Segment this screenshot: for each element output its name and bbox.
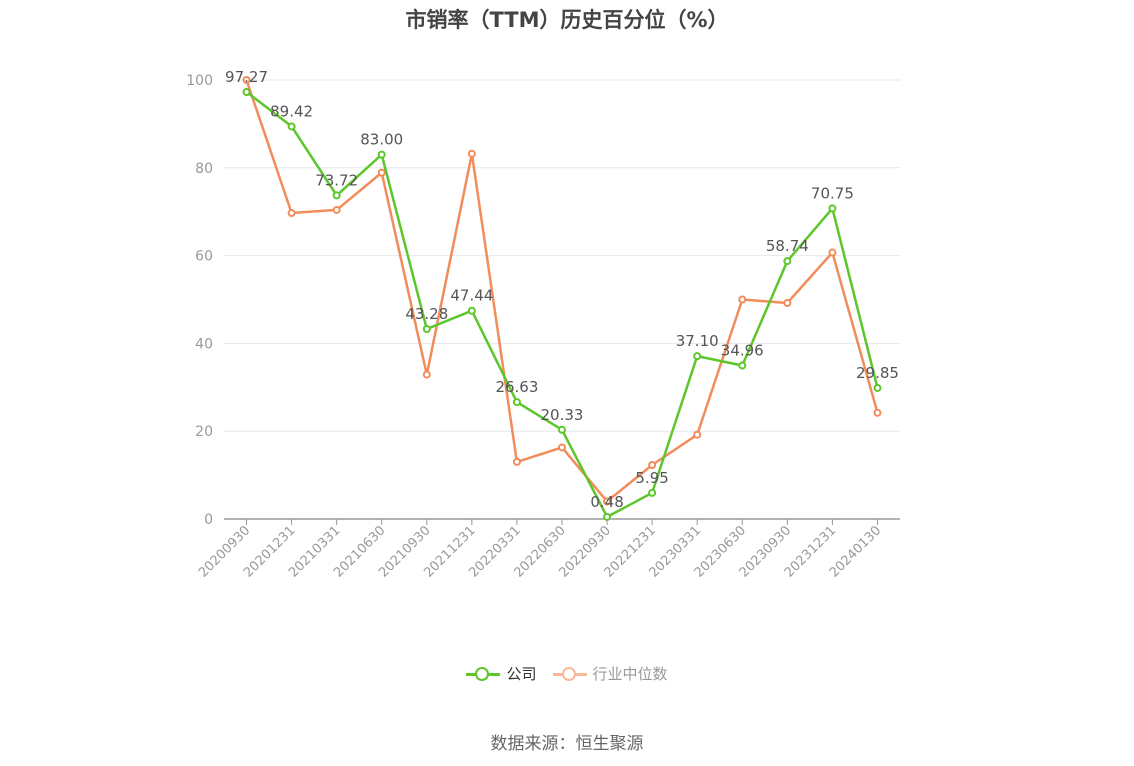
y-tick-label-40: 40: [195, 336, 213, 352]
series-line-industry-median: [245, 79, 879, 503]
point-industry-20220331: [512, 457, 521, 466]
series-line-company: [245, 91, 879, 519]
data-label-20230930: 58.74: [766, 237, 809, 255]
data-label-20220930: 0.48: [590, 493, 623, 511]
data-label-20210630: 83.00: [360, 131, 403, 149]
point-industry-20230930: [783, 299, 792, 308]
point-company-20220630: [558, 425, 566, 434]
point-industry-20201231: [287, 209, 296, 218]
legend-item-company[interactable]: 公司: [466, 663, 537, 684]
data-label-20220331: 26.63: [495, 378, 538, 396]
data-source-note: 数据来源：恒生聚源: [490, 734, 644, 754]
legend-dot-industry: [561, 666, 576, 681]
data-label-20200930: 97.27: [225, 68, 268, 86]
point-company-20240130: [873, 383, 882, 392]
point-industry-20230331: [693, 430, 702, 439]
data-label-20230331: 37.10: [676, 332, 719, 350]
point-industry-20210930: [422, 370, 431, 379]
point-company-20201231: [287, 122, 296, 131]
point-company-20210630: [377, 150, 386, 159]
data-label-20210930: 43.28: [405, 305, 448, 323]
point-industry-20210630: [377, 168, 386, 177]
point-company-20230630: [738, 361, 747, 370]
point-industry-20211231: [467, 149, 476, 158]
data-label-20240130: 29.85: [856, 364, 899, 382]
point-industry-20220630: [558, 443, 566, 452]
point-company-20220930: [603, 512, 612, 521]
point-company-20230930: [783, 257, 792, 266]
y-tick-label-20: 20: [195, 424, 213, 440]
data-label-20220630: 20.33: [541, 406, 584, 424]
point-industry-20210331: [332, 205, 341, 214]
data-label-20211231: 47.44: [450, 287, 493, 305]
point-company-20211231: [467, 306, 476, 315]
point-company-20230331: [693, 352, 702, 361]
point-industry-20200930: [242, 76, 251, 84]
point-company-20210331: [332, 191, 341, 200]
point-industry-20231231: [828, 248, 837, 257]
point-company-20210930: [422, 325, 431, 334]
legend: 公司 行业中位数: [0, 663, 1134, 684]
data-label-20221231: 5.95: [635, 469, 668, 487]
y-tick-label-60: 60: [195, 249, 213, 265]
y-tick-label-80: 80: [195, 161, 213, 177]
legend-dot-company: [475, 666, 490, 681]
point-industry-20230630: [738, 295, 747, 304]
point-company-20200930: [242, 87, 251, 96]
legend-swatch-company-icon: [466, 666, 501, 681]
point-company-20220331: [512, 398, 521, 407]
point-industry-20240130: [873, 408, 882, 417]
legend-item-industry-median[interactable]: 行业中位数: [552, 663, 668, 684]
chart-title: 市销率（TTM）历史百分位（%）: [405, 8, 729, 32]
point-company-20231231: [828, 204, 837, 213]
data-label-20230630: 34.96: [721, 342, 764, 360]
y-tick-label-100: 100: [186, 73, 213, 89]
legend-swatch-industry-icon: [552, 666, 587, 681]
point-industry-20221231: [648, 461, 657, 470]
legend-label-company: 公司: [506, 665, 537, 683]
point-industry-20220930: [603, 497, 612, 506]
data-label-20231231: 70.75: [811, 184, 854, 202]
point-company-20221231: [648, 488, 657, 497]
data-label-20210331: 73.72: [315, 171, 358, 189]
legend-label-industry-median: 行业中位数: [592, 665, 668, 683]
y-tick-label-0: 0: [204, 512, 213, 528]
data-label-20201231: 89.42: [270, 102, 313, 120]
